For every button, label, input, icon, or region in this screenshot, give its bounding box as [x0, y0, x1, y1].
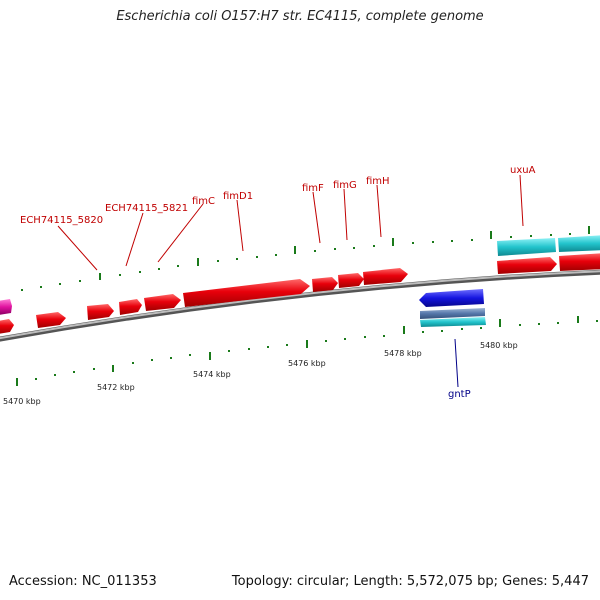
- gene-arrow[interactable]: [363, 268, 408, 285]
- scale-label-5476: 5476 kbp: [288, 359, 326, 368]
- accession-text: Accession: NC_011353: [9, 574, 157, 589]
- scale-label-5474: 5474 kbp: [193, 370, 231, 379]
- gene-gntP-cds-cyan[interactable]: [420, 317, 486, 327]
- gene-label-fimF[interactable]: fimF: [302, 183, 324, 194]
- gene-arrow[interactable]: [338, 273, 364, 288]
- scale-label-5478: 5478 kbp: [384, 349, 422, 358]
- gene-arrow[interactable]: [183, 279, 310, 307]
- forward-genes: [0, 253, 600, 334]
- map-title: Escherichia coli O157:H7 str. EC4115, co…: [116, 9, 484, 24]
- label-leaders: [57, 174, 524, 271]
- gene-label-fimD1[interactable]: fimD1: [223, 191, 253, 202]
- outer-scale-ticks: [21, 226, 590, 291]
- gene-arrow[interactable]: [559, 253, 600, 271]
- genome-backbone-highlight: [0, 270, 600, 340]
- gene-arrow[interactable]: [119, 299, 142, 315]
- gene-arrow[interactable]: [0, 319, 14, 334]
- gene-label-fimG[interactable]: fimG: [333, 180, 357, 191]
- genome-backbone: [0, 269, 600, 342]
- gene-arrow[interactable]: [87, 304, 114, 320]
- scale-label-5470: 5470 kbp: [3, 397, 41, 406]
- gene-label-uxuA[interactable]: uxuA: [510, 165, 536, 176]
- scale-label-5472: 5472 kbp: [97, 383, 135, 392]
- inner-scale-ticks: [16, 316, 598, 386]
- gene-gntP-cds-grey[interactable]: [420, 308, 485, 319]
- scale-label-5480: 5480 kbp: [480, 341, 518, 350]
- gene-arrow[interactable]: [144, 294, 181, 311]
- gene-arrow[interactable]: [497, 257, 557, 274]
- gene-label-fimH[interactable]: fimH: [366, 176, 390, 187]
- label-leader-gntP: [454, 338, 459, 388]
- gene-label-fimC[interactable]: fimC: [192, 196, 215, 207]
- gene-gntP-arrow[interactable]: [419, 289, 484, 307]
- gene-label-ech74115-5820[interactable]: ECH74115_5820: [20, 215, 103, 226]
- gene-label-gntP[interactable]: gntP: [448, 389, 471, 400]
- gene-arrow[interactable]: [312, 277, 338, 292]
- gene-arrow[interactable]: [36, 312, 66, 328]
- cds-uxuA-a[interactable]: [497, 238, 556, 256]
- cds-uxuA-b[interactable]: [558, 235, 600, 252]
- genome-summary-text: Topology: circular; Length: 5,572,075 bp…: [231, 574, 589, 589]
- gene-label-ech74115-5821[interactable]: ECH74115_5821: [105, 203, 188, 214]
- gene-magenta-left[interactable]: [0, 299, 12, 315]
